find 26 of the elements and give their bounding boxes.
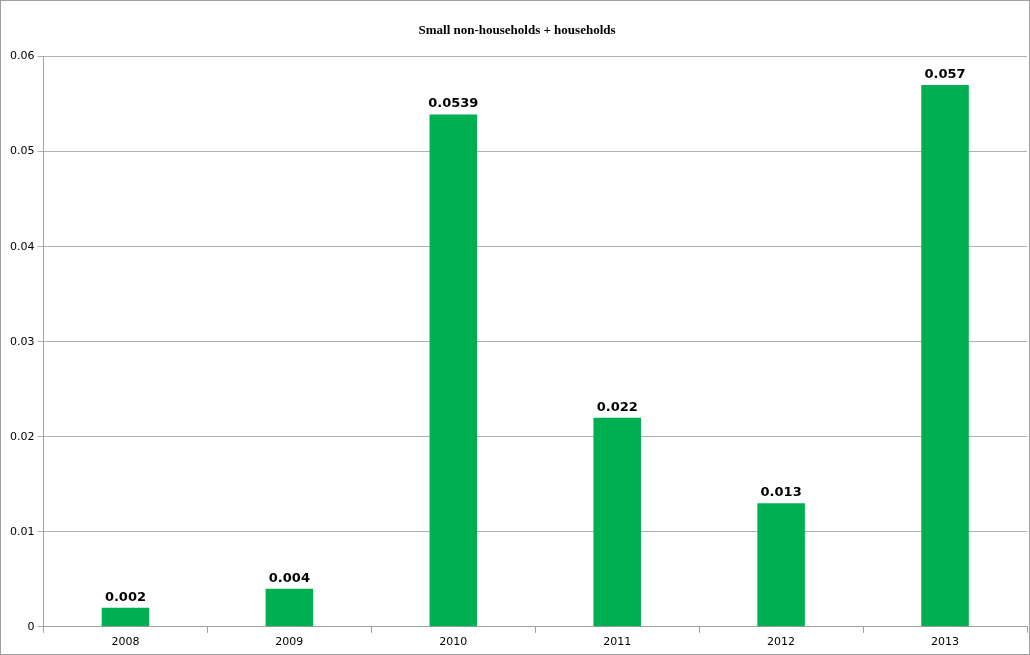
y-tick-label: 0.06 (9, 49, 35, 63)
data-label: 0.057 (924, 65, 966, 81)
x-tick-label: 2008 (111, 635, 140, 649)
x-tick-label: 2009 (275, 635, 304, 649)
y-tick-label: 0.04 (9, 239, 35, 253)
data-label: 0.013 (760, 484, 802, 500)
y-tick-label: 0.03 (9, 334, 35, 348)
y-tick-label: 0 (27, 619, 35, 633)
y-tick-label: 0.02 (9, 429, 35, 443)
data-label: 0.022 (596, 398, 638, 414)
x-tick-label: 2011 (603, 635, 632, 649)
chart-title: Small non-households + households (418, 22, 616, 38)
data-label: 0.002 (104, 588, 147, 604)
x-tick-label: 2012 (767, 635, 796, 649)
y-tick-label: 0.01 (9, 524, 35, 538)
data-label: 0.004 (268, 569, 310, 585)
x-tick-label: 2013 (931, 635, 960, 649)
bar (101, 607, 150, 627)
x-tick-label: 2010 (439, 635, 468, 649)
bar (757, 503, 805, 627)
bar (593, 417, 641, 627)
data-label: 0.0539 (428, 95, 479, 111)
bar (921, 85, 969, 627)
bar (265, 588, 314, 627)
y-tick-label: 0.05 (9, 144, 35, 158)
bar (429, 114, 478, 627)
